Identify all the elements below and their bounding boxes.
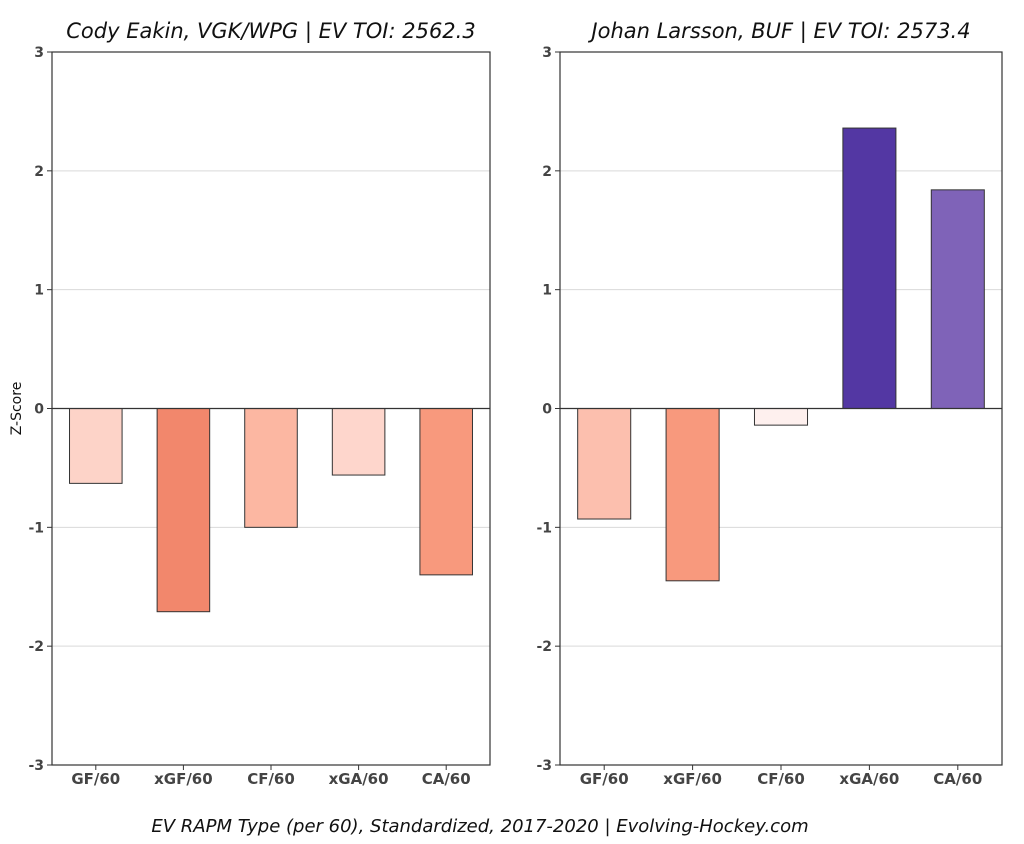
y-tick-label: 2 xyxy=(542,164,552,180)
y-tick-label: -2 xyxy=(536,639,552,655)
bar-xgf-60 xyxy=(665,408,720,582)
x-tick-label: xGF/60 xyxy=(663,770,722,788)
x-tick-label: xGF/60 xyxy=(154,770,213,788)
x-tick-label: GF/60 xyxy=(71,770,120,788)
right-panel: 3 2 1 0 -1 -2 -3 GF/60 xGF/60 CF/60 xGA/60 CA/60 Joh… xyxy=(536,19,1003,788)
x-tick-label: CF/60 xyxy=(757,770,805,788)
y-tick-label: 0 xyxy=(34,402,44,418)
y-tick-label: -3 xyxy=(536,758,552,774)
bar-cf-60 xyxy=(753,408,809,426)
y-tick-label: -3 xyxy=(28,758,44,774)
bar-xga-60 xyxy=(842,127,897,409)
x-tick-label: GF/60 xyxy=(580,770,629,788)
x-tick-label: xGA/60 xyxy=(329,770,389,788)
x-tick-label: CF/60 xyxy=(247,770,295,788)
panel-title: Johan Larsson, BUF | EV TOI: 2573.4 xyxy=(587,19,970,44)
panel-title: Cody Eakin, VGK/WPG | EV TOI: 2562.3 xyxy=(66,19,475,44)
bar-gf-60 xyxy=(69,408,123,484)
y-tick-label: 2 xyxy=(34,164,44,180)
bar-xga-60 xyxy=(331,408,386,476)
y-tick-label: 1 xyxy=(34,283,44,299)
chart-caption: EV RAPM Type (per 60), Standardized, 201… xyxy=(151,816,808,837)
x-tick-label: CA/60 xyxy=(933,770,982,788)
y-tick-label: 3 xyxy=(34,45,44,61)
bar-ca-60 xyxy=(930,189,985,409)
y-tick-label: -1 xyxy=(536,520,552,536)
plot-frame xyxy=(559,51,1003,766)
bar-ca-60 xyxy=(419,408,473,576)
plot-frame xyxy=(51,51,491,766)
bar-cf-60 xyxy=(244,408,298,528)
y-tick-label: 0 xyxy=(542,402,552,418)
y-tick-label: 1 xyxy=(542,283,552,299)
x-tick-label: CA/60 xyxy=(422,770,471,788)
x-tick-label: xGA/60 xyxy=(839,770,899,788)
y-tick-label: 3 xyxy=(542,45,552,61)
y-tick-label: -2 xyxy=(28,639,44,655)
bar-xgf-60 xyxy=(156,408,211,613)
y-axis-label: Z-Score xyxy=(9,382,25,436)
left-panel: 3 2 1 0 -1 -2 -3 GF/60 xGF/60 CF/60 xGA/60 CA/60 Cod… xyxy=(9,19,491,788)
y-tick-label: -1 xyxy=(28,520,44,536)
bar-gf-60 xyxy=(577,408,632,520)
